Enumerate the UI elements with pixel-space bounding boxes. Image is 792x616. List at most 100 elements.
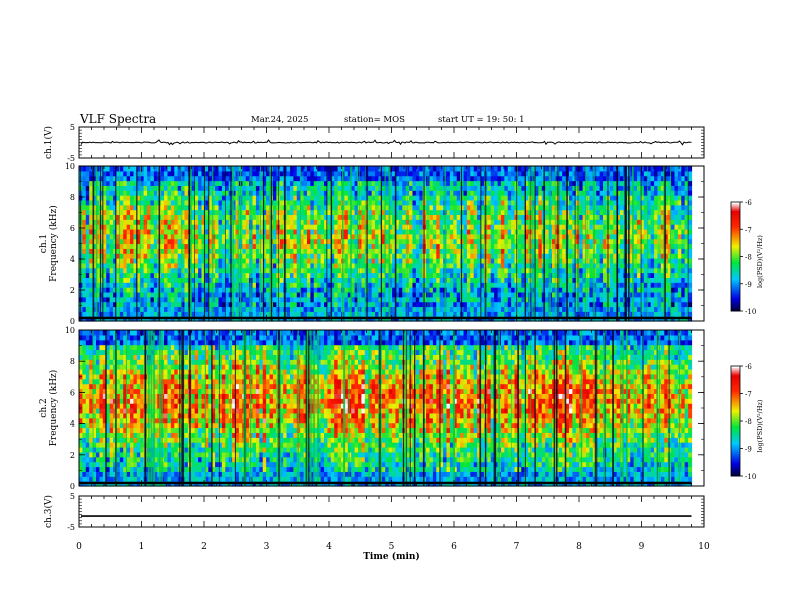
spectrogram-cell	[487, 248, 491, 253]
spectrogram-cell	[474, 210, 478, 215]
spectrogram-cell	[195, 282, 199, 287]
spectrogram-cell	[242, 224, 246, 229]
spectrogram-cell	[562, 195, 566, 200]
spectrogram-cell	[178, 229, 182, 234]
spectrogram-cell	[402, 171, 406, 176]
spectrogram-cell	[586, 195, 590, 200]
spectrogram-cell	[106, 200, 110, 205]
spectrogram-cell	[501, 214, 505, 219]
spectrogram-cell	[106, 282, 110, 287]
spectrogram-cell	[402, 205, 406, 210]
spectrogram-cell	[501, 282, 505, 287]
spectrogram-cell	[501, 306, 505, 311]
spectrogram-cell	[474, 248, 478, 253]
spectrogram-cell	[487, 219, 491, 224]
spectrogram-cell	[440, 181, 444, 186]
spectrogram-cell	[429, 190, 433, 195]
spectrogram-cell	[280, 219, 284, 224]
spectrogram-cell	[106, 229, 110, 234]
spectrogram-cell	[399, 258, 403, 263]
spectrogram-cell	[450, 248, 454, 253]
spectrogram-cell	[562, 282, 566, 287]
spectrogram-cell	[511, 263, 515, 268]
spectrogram-cell	[562, 166, 566, 171]
spectrogram-cell	[464, 214, 468, 219]
spectrogram-cell	[586, 297, 590, 302]
spectrogram-cell	[572, 282, 576, 287]
spectrogram-cell	[491, 210, 495, 215]
spectrogram-cell	[412, 311, 416, 316]
spectrogram-cell	[450, 166, 454, 171]
spectrogram-cell	[256, 311, 260, 316]
spectrogram-cell	[586, 185, 590, 190]
spectrogram-cell	[450, 268, 454, 273]
spectrogram-cell	[429, 263, 433, 268]
spectrogram-cell	[195, 205, 199, 210]
spectrogram-cell	[402, 258, 406, 263]
spectrogram-cell	[167, 166, 171, 171]
spectrogram-cell	[511, 258, 515, 263]
spectrogram-cell	[562, 200, 566, 205]
spectrogram-cell	[562, 292, 566, 297]
spectrogram-cell	[562, 244, 566, 249]
spectrogram-cell	[242, 282, 246, 287]
spectrogram-cell	[219, 253, 223, 258]
spectrogram-cell	[106, 181, 110, 186]
spectrogram-cell	[178, 273, 182, 278]
spectrogram-cell	[106, 263, 110, 268]
spectrogram-cell	[440, 306, 444, 311]
spectrogram-cell	[399, 292, 403, 297]
spectrogram-cell	[501, 171, 505, 176]
spectrogram-cell	[474, 181, 478, 186]
spectrogram-cell	[219, 287, 223, 292]
spectrogram-cell	[402, 190, 406, 195]
spectrogram-cell	[487, 214, 491, 219]
spectrogram-cell	[256, 200, 260, 205]
spectrogram-cell	[195, 268, 199, 273]
spectrogram-cell	[586, 214, 590, 219]
spectrogram-cell	[280, 282, 284, 287]
spectrogram-cell	[487, 244, 491, 249]
spectrogram-cell	[144, 166, 148, 171]
spectrogram-cell	[474, 253, 478, 258]
spectrogram-cell	[511, 239, 515, 244]
spectrogram-cell	[338, 171, 342, 176]
spectrogram-cell	[82, 273, 86, 278]
spectrogram-cell	[511, 190, 515, 195]
spectrogram-cell	[317, 248, 321, 253]
spectrogram-cell	[368, 306, 372, 311]
spectrogram-cell	[290, 205, 294, 210]
spectrogram-cell	[242, 263, 246, 268]
spectrogram-cell	[82, 185, 86, 190]
spectrogram-cell	[106, 176, 110, 181]
spectrogram-cell	[487, 258, 491, 263]
spectrogram-cell	[402, 297, 406, 302]
spectrogram-cell	[256, 248, 260, 253]
spectrogram-cell	[501, 185, 505, 190]
spectrogram-cell	[106, 297, 110, 302]
spectrogram-cell	[130, 219, 134, 224]
spectrogram-cell	[501, 181, 505, 186]
spectrogram-cell	[402, 181, 406, 186]
spectrogram-cell	[338, 248, 342, 253]
spectrogram-cell	[280, 190, 284, 195]
spectrogram-cell	[82, 277, 86, 282]
spectrogram-cell	[402, 282, 406, 287]
spectrogram-cell	[429, 200, 433, 205]
spectrogram-cell	[317, 258, 321, 263]
spectrogram-cell	[256, 302, 260, 307]
spectrogram-cell	[464, 195, 468, 200]
spectrogram-cell	[307, 171, 311, 176]
spectrogram-cell	[317, 268, 321, 273]
spectrogram-cell	[474, 273, 478, 278]
spectrogram-cell	[219, 181, 223, 186]
spectrogram-cell	[338, 273, 342, 278]
spectrogram-cell	[147, 277, 151, 282]
spectrogram-cell	[338, 311, 342, 316]
spectrogram-cell	[242, 273, 246, 278]
spectrogram-cell	[106, 302, 110, 307]
spectrogram-cell	[82, 181, 86, 186]
spectrogram-cell	[368, 258, 372, 263]
spectrogram-cell	[290, 311, 294, 316]
spectrogram-cell	[586, 311, 590, 316]
